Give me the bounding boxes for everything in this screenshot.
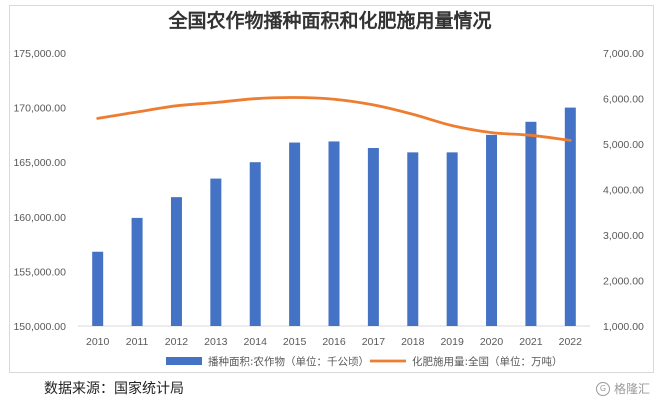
watermark: G 格隆汇: [595, 380, 650, 397]
bar: [367, 148, 379, 326]
x-axis-tick-label: 2017: [362, 336, 386, 348]
bar: [131, 217, 143, 326]
x-axis-tick-label: 2022: [559, 336, 583, 348]
legend-swatch-bar: [166, 357, 202, 365]
x-axis-tick-label: 2012: [165, 336, 189, 348]
x-axis-tick-label: 2013: [204, 336, 228, 348]
chart-title: 全国农作物播种面积和化肥施用量情况: [168, 10, 492, 32]
bar: [564, 107, 576, 326]
bar: [407, 152, 419, 326]
x-axis-tick-label: 2014: [244, 336, 268, 348]
legend-label-line: 化肥施用量:全国（单位：万吨）: [412, 355, 563, 368]
left-axis-tick-label: 170,000.00: [13, 103, 66, 115]
x-axis-tick-label: 2019: [440, 336, 464, 348]
bar: [446, 152, 458, 326]
data-source: 数据来源：国家统计局: [44, 381, 184, 397]
x-axis-tick-label: 2011: [126, 336, 149, 348]
x-axis-tick-label: 2020: [480, 336, 504, 348]
bar: [328, 141, 340, 326]
left-axis-tick-label: 150,000.00: [13, 321, 66, 333]
left-axis-tick-label: 165,000.00: [13, 157, 66, 169]
bar: [210, 178, 222, 326]
watermark-text: 格隆汇: [613, 382, 650, 396]
watermark-logo-icon: G: [595, 381, 610, 396]
left-axis-tick-label: 155,000.00: [13, 266, 66, 278]
legend-label-bar: 播种面积:农作物（单位：千公顷）: [208, 355, 369, 368]
bar: [170, 197, 182, 326]
right-axis-tick-label: 1,000.00: [603, 321, 644, 333]
bar: [289, 142, 301, 326]
right-axis-tick-label: 3,000.00: [603, 230, 644, 242]
right-axis-tick-label: 4,000.00: [603, 185, 644, 197]
x-axis-tick-label: 2010: [86, 336, 110, 348]
right-axis-tick-label: 7,000.00: [603, 48, 644, 60]
right-axis-tick-label: 2,000.00: [603, 276, 644, 288]
series-line-fertilizer: [96, 96, 572, 142]
left-axis-tick-label: 175,000.00: [13, 48, 66, 60]
x-axis-tick-label: 2021: [519, 336, 543, 348]
bar: [525, 121, 537, 327]
x-axis-tick-label: 2018: [401, 336, 425, 348]
bar: [92, 251, 104, 326]
right-axis-tick-label: 5,000.00: [603, 139, 644, 151]
x-axis-tick-label: 2015: [283, 336, 307, 348]
left-axis-tick-label: 160,000.00: [13, 212, 66, 224]
right-axis-tick-label: 6,000.00: [603, 94, 644, 106]
bar: [249, 162, 261, 326]
x-axis-tick-label: 2016: [322, 336, 346, 348]
bar: [486, 134, 498, 326]
